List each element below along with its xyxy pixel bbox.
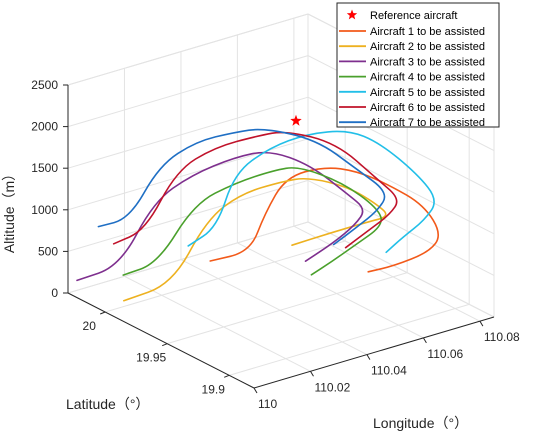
- y-grid-line: [229, 303, 470, 376]
- z-axis-label: Altitude（m）: [1, 167, 17, 253]
- y-tick-label: 19.9: [202, 382, 226, 396]
- x-tick-label: 110.04: [371, 364, 407, 378]
- series-line: [112, 131, 398, 249]
- axis-layer: [63, 84, 495, 394]
- legend-label: Aircraft 1 to be assisted: [370, 26, 485, 38]
- z-grid-line: [67, 221, 309, 294]
- legend-label: Aircraft 7 to be assisted: [370, 117, 485, 129]
- z-tick-label: 0: [51, 286, 58, 300]
- z-tick-label: 2500: [31, 78, 58, 92]
- x-grid-line: [237, 242, 424, 339]
- x-grid-line: [293, 225, 481, 322]
- series-line: [122, 167, 382, 276]
- legend-label-reference: Reference aircraft: [370, 10, 457, 22]
- tick-layer: 110 110.02 110.04 110.06 110.08 19.9 19.95 20 0 5…: [31, 78, 520, 411]
- z-grid-line: [67, 96, 309, 169]
- x-grid-line: [124, 275, 311, 372]
- legend-label: Aircraft 3 to be assisted: [370, 56, 485, 68]
- y-tick-mark: [162, 343, 168, 347]
- y-grid-line: [167, 272, 408, 345]
- z-tick-label: 1500: [31, 161, 58, 175]
- x-tick-label: 110: [258, 397, 277, 411]
- reference-aircraft-marker: [290, 114, 302, 126]
- z-grid-line: [307, 138, 495, 235]
- x-tick-label: 110.02: [314, 380, 350, 394]
- x-tick-mark: [422, 337, 427, 344]
- x-tick-mark: [310, 371, 314, 377]
- series-layer: [76, 114, 439, 302]
- z-tick-label: 1000: [31, 203, 58, 217]
- legend-label: Aircraft 6 to be assisted: [370, 102, 485, 114]
- z-grid-line: [67, 13, 309, 86]
- legend-label: Aircraft 4 to be assisted: [370, 72, 485, 84]
- z-grid-line: [67, 55, 309, 128]
- series-line: [123, 177, 387, 302]
- x-tick-label: 110.06: [427, 347, 463, 361]
- z-grid-line: [307, 221, 495, 318]
- legend-label: Aircraft 5 to be assisted: [370, 87, 485, 99]
- z-tick-label: 2000: [31, 120, 58, 134]
- x-tick-mark: [253, 387, 258, 394]
- y-tick-mark: [100, 311, 106, 315]
- y-axis-label: Latitude（°）: [66, 396, 149, 412]
- y-tick-label: 20: [83, 319, 97, 333]
- series-line: [76, 151, 364, 282]
- y-axis-line: [67, 292, 255, 389]
- x-tick-mark: [479, 320, 484, 327]
- y-tick-label: 19.95: [136, 351, 166, 365]
- legend-star-marker: [346, 9, 358, 20]
- legend-label: Aircraft 2 to be assisted: [370, 41, 485, 53]
- x-tick-mark: [366, 354, 371, 360]
- series-line: [187, 130, 435, 254]
- x-grid-line: [180, 259, 368, 356]
- x-tick-label: 110.08: [484, 330, 520, 344]
- z-grid-line: [307, 179, 495, 276]
- x-axis-line: [253, 316, 495, 389]
- legend: Reference aircraft Aircraft 1 to be assis…: [336, 2, 500, 129]
- series-line: [209, 167, 439, 273]
- series-line: [97, 128, 386, 246]
- y-grid-line: [105, 240, 346, 313]
- z-tick-label: 500: [38, 244, 58, 258]
- x-axis-label: Longitude（°）: [373, 415, 468, 431]
- z-grid-line: [67, 138, 309, 211]
- y-tick-mark: [224, 374, 230, 378]
